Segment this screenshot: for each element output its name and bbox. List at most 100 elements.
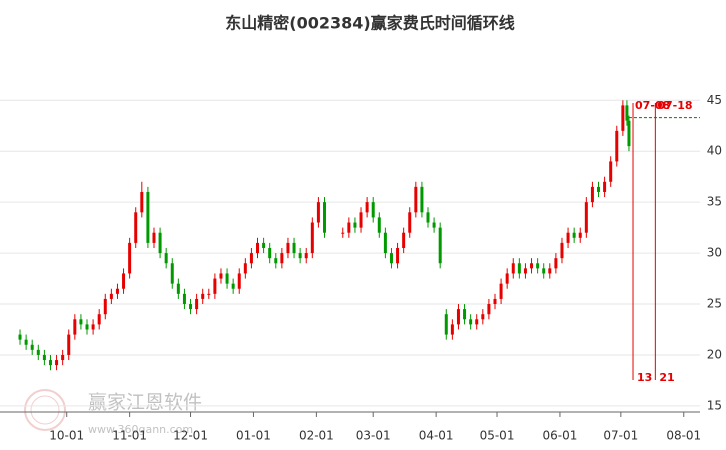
candle-body [511, 263, 515, 274]
candle-body [371, 202, 375, 218]
y-tick-label: 20 [707, 347, 722, 361]
cycle-date: 07-18 [657, 99, 692, 112]
candle-body [487, 304, 491, 315]
cycle-count: 13 [637, 371, 652, 384]
candle-body [292, 242, 296, 254]
candle-body [341, 232, 345, 234]
x-tick-label: 01-01 [236, 429, 271, 443]
logo-ring [30, 395, 60, 425]
x-tick-label: 06-01 [543, 429, 578, 443]
x-tick-label: 02-01 [299, 429, 334, 443]
candle-body [621, 105, 625, 131]
y-tick-label: 40 [707, 144, 722, 158]
y-tick-label: 35 [707, 195, 722, 209]
candle-body [256, 242, 260, 254]
candle-body [456, 309, 460, 325]
candle-body [164, 253, 168, 264]
candle-body [55, 360, 59, 366]
candle-body [505, 273, 509, 284]
candle-body [316, 202, 320, 223]
candle-body [201, 293, 205, 299]
candle-body [517, 263, 521, 274]
candle-body [444, 314, 448, 335]
candle-body [48, 360, 52, 366]
candle-body [523, 268, 527, 274]
candle-body [140, 191, 144, 213]
y-tick-label: 25 [707, 297, 722, 311]
candle-body [274, 258, 278, 264]
candle-body [189, 304, 193, 310]
candle-body [195, 298, 199, 310]
candle-body [499, 283, 503, 299]
candle-body [597, 186, 601, 192]
candle-body [426, 212, 430, 223]
candle-body [42, 354, 46, 361]
candle-body [432, 222, 436, 228]
candle-body [560, 242, 564, 259]
watermark-name: 赢家江恩软件 [88, 392, 202, 414]
x-tick-label: 07-01 [603, 429, 638, 443]
x-tick-label: 11-01 [112, 429, 147, 443]
candle-body [61, 354, 65, 361]
candle-body [469, 319, 473, 325]
candle-body [310, 222, 314, 254]
candle-body [414, 186, 418, 213]
candle-body [603, 181, 607, 192]
cycle-count: 21 [659, 371, 674, 384]
x-tick-label: 05-01 [480, 429, 515, 443]
candle-body [182, 293, 186, 305]
candle-body [347, 222, 351, 233]
candle-body [530, 263, 534, 269]
candle-body [85, 324, 89, 330]
candle-body [97, 314, 101, 325]
candle-body [176, 283, 180, 294]
candle-body [73, 319, 77, 335]
candle-body [396, 247, 400, 264]
candle-body [91, 324, 95, 330]
candle-body [18, 334, 22, 340]
candle-body [30, 344, 34, 350]
candle-body [128, 242, 132, 274]
candle-body [298, 253, 302, 259]
candle-body [450, 324, 454, 335]
candle-body [213, 278, 217, 294]
x-tick-label: 10-01 [49, 429, 84, 443]
candle-body [584, 202, 588, 233]
candle-body [67, 334, 71, 355]
y-tick-label: 15 [707, 398, 722, 412]
x-tick-label: 08-01 [666, 429, 701, 443]
y-tick-label: 45 [707, 93, 722, 107]
candle-body [627, 120, 631, 147]
x-tick-label: 03-01 [356, 429, 391, 443]
chart-title: 东山精密(002384)赢家费氏时间循环线 [225, 14, 514, 33]
candle-body [79, 319, 83, 325]
candle-body [225, 273, 229, 284]
watermark-logo [24, 389, 66, 431]
candle-body [103, 298, 107, 315]
candle-body [554, 258, 558, 269]
candle-body [590, 186, 594, 203]
x-tick-label: 04-01 [419, 429, 454, 443]
candle-body [353, 222, 357, 228]
candle-body [109, 293, 113, 299]
candle-body [493, 298, 497, 305]
candle-body [463, 309, 467, 320]
candle-body [268, 247, 272, 259]
candle-body [548, 268, 552, 274]
candle-body [115, 288, 119, 294]
candle-body [572, 232, 576, 238]
logo-ring [24, 389, 66, 431]
watermark-url: www.360gann.com [88, 423, 193, 436]
candle-body [408, 212, 412, 233]
candle-body [438, 227, 442, 264]
candle-body [231, 283, 235, 289]
candle-body [249, 253, 253, 264]
candle-body [36, 349, 40, 355]
candle-body [402, 232, 406, 248]
cycle-date: 07-08 [635, 99, 670, 112]
candle-body [207, 293, 211, 295]
candle-body [262, 242, 266, 248]
candle-body [122, 273, 126, 289]
candle-body [389, 253, 393, 264]
candle-body [566, 232, 570, 243]
